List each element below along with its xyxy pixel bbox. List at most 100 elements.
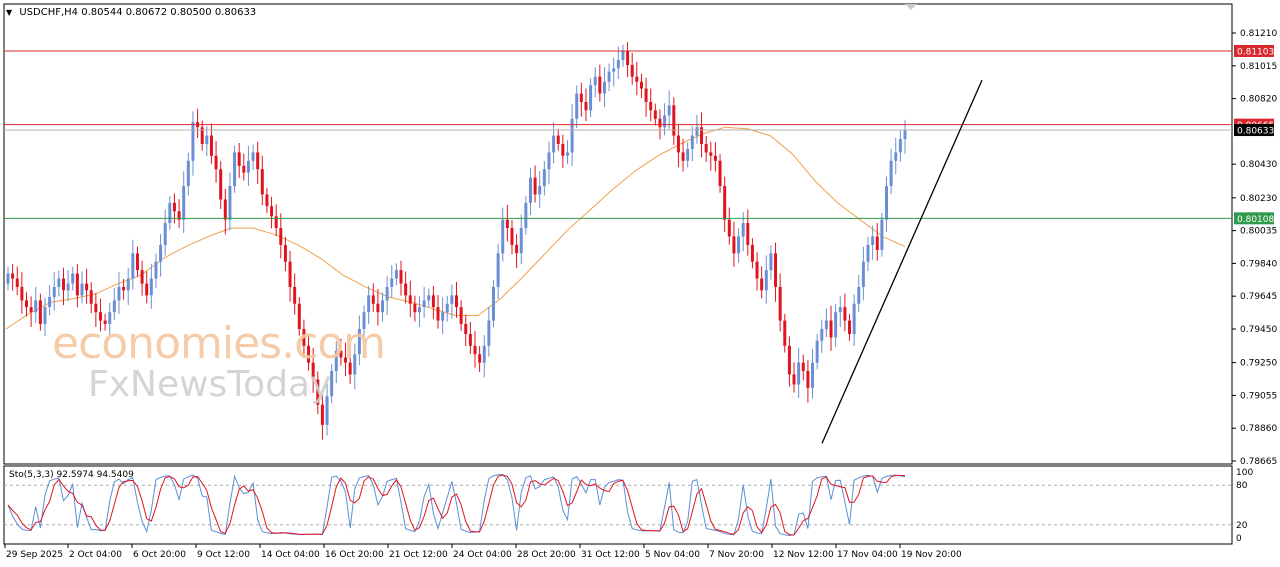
x-tick-label: 9 Oct 12:00 <box>197 550 250 560</box>
candle-body <box>251 152 255 161</box>
candle-body <box>186 160 190 187</box>
candle-body <box>219 169 223 200</box>
candle-body <box>75 273 79 296</box>
candle-body <box>626 51 630 65</box>
candle-body <box>43 307 47 324</box>
candle-body <box>528 177 532 203</box>
candle-body <box>579 93 583 102</box>
candle-body <box>325 396 329 425</box>
candle-body <box>307 345 311 363</box>
watermark-fxnewstoday: FxNewsToday <box>88 364 332 405</box>
trendline-layer <box>821 79 983 444</box>
candle-body <box>621 51 625 60</box>
candle-body <box>741 223 745 237</box>
price-label-text: 0.81103 <box>1237 47 1274 57</box>
x-tick-label: 16 Oct 20:00 <box>325 550 384 560</box>
candle-body <box>57 278 61 287</box>
candle-body <box>561 143 565 156</box>
candle-body <box>205 135 209 144</box>
candle-body <box>371 295 375 304</box>
candle-body <box>556 135 560 144</box>
candle-body <box>94 303 98 313</box>
stochastic-level-label: 100 <box>1236 468 1253 478</box>
candle-body <box>616 59 620 69</box>
candle-body <box>367 295 371 313</box>
candle-body <box>228 186 232 220</box>
candle-body <box>806 371 810 388</box>
candle-body <box>242 165 246 173</box>
candle-body <box>376 303 380 313</box>
candle-body <box>894 152 898 161</box>
candle-body <box>140 270 144 284</box>
candle-body <box>811 362 815 388</box>
price-label-box <box>1234 124 1274 137</box>
candle-body <box>297 303 301 329</box>
y-axis-ticks: 0.81210 0.81015 0.80820 0.80430 0.80230 0.800… <box>1232 29 1277 467</box>
candle-body <box>510 228 514 245</box>
candle-body <box>774 253 778 287</box>
candle-body <box>334 350 338 372</box>
candle-body <box>491 286 495 321</box>
stochastic-level-label: 20 <box>1236 521 1248 531</box>
candle-body <box>787 345 791 375</box>
candle-body <box>700 127 704 144</box>
candle-body <box>233 152 237 187</box>
x-tick-label: 12 Nov 12:00 <box>773 550 834 560</box>
candle-body <box>381 300 385 313</box>
candle-body <box>593 76 597 86</box>
candle-body <box>570 118 574 153</box>
candle-body <box>792 374 796 385</box>
candle-body <box>861 261 865 287</box>
candle-body <box>769 253 773 271</box>
candle-body <box>237 152 241 166</box>
candle-body <box>316 379 320 405</box>
candle-body <box>34 300 38 313</box>
candle-body <box>223 199 227 220</box>
candle-body <box>89 290 93 304</box>
candle-body <box>394 270 398 279</box>
candle-body <box>829 320 833 338</box>
symbol-label: USDCHF,H4 <box>19 7 79 18</box>
candle-body <box>658 118 662 128</box>
candle-body <box>71 273 75 284</box>
candle-body <box>61 278 65 291</box>
y-tick-label: 0.78665 <box>1240 457 1277 467</box>
candle-body <box>778 286 782 321</box>
y-tick-label: 0.79250 <box>1240 359 1277 369</box>
candle-body <box>505 219 509 229</box>
candle-body <box>66 283 70 291</box>
candle-body <box>330 371 334 397</box>
candle-body <box>709 152 713 156</box>
candle-body <box>501 219 505 254</box>
candle-body <box>404 283 408 296</box>
candle-body <box>852 303 856 335</box>
collapse-arrow-icon[interactable]: ▼ <box>6 8 13 17</box>
candle-body <box>145 283 149 296</box>
candle-body <box>760 278 764 291</box>
x-tick-label: 5 Nov 04:00 <box>645 550 700 560</box>
candle-body <box>820 328 824 341</box>
stochastic-d-line <box>7 474 906 536</box>
watermark-economies: economies.com <box>52 318 386 369</box>
x-axis-ticks: 29 Sep 2025 2 Oct 04:00 6 Oct 20:00 9 Oct 1… <box>4 544 962 560</box>
candle-body <box>857 286 861 304</box>
scroll-marker-icon[interactable] <box>905 4 917 10</box>
y-tick-label: 0.79055 <box>1240 391 1277 401</box>
candle-body <box>149 278 153 296</box>
candle-body <box>413 303 417 313</box>
candle-body <box>436 307 440 321</box>
candle-body <box>690 135 694 150</box>
candle-body <box>718 160 722 187</box>
candle-body <box>639 81 643 89</box>
candle-body <box>385 286 389 301</box>
candle-body <box>112 300 116 313</box>
y-tick-label: 0.81210 <box>1240 29 1277 39</box>
candle-body <box>191 122 195 161</box>
candle-body <box>871 236 875 245</box>
candle-body <box>288 261 292 287</box>
y-tick-label: 0.80820 <box>1240 95 1277 105</box>
candle-body <box>52 286 56 298</box>
x-tick-label: 2 Oct 04:00 <box>69 550 122 560</box>
candle-body <box>875 236 879 250</box>
candle-body <box>445 303 449 313</box>
